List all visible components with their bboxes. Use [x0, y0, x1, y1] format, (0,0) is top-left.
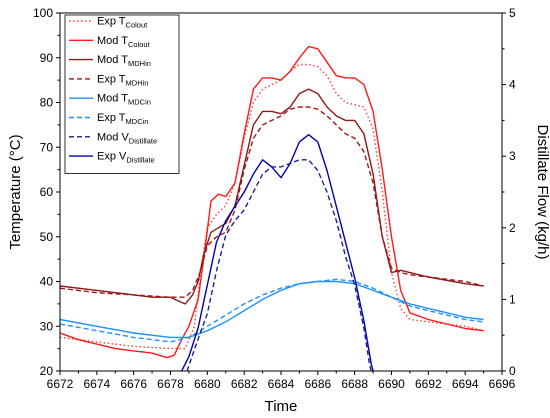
x-tick-label: 6694	[452, 377, 479, 391]
legend-label: Mod VDistillate	[97, 131, 157, 145]
series-line-4	[60, 280, 484, 339]
legend-label: Exp VDistillate	[97, 151, 155, 165]
y2-tick-label: 1	[509, 292, 516, 306]
plot-area	[60, 45, 484, 371]
y2-tick-label: 5	[509, 6, 516, 20]
x-tick-label: 6680	[194, 377, 221, 391]
y-axis-title: Temperature (°C)	[7, 134, 24, 249]
y-tick-label: 50	[40, 230, 54, 244]
legend-label: Mod TColout	[97, 35, 151, 49]
y-tick-label: 40	[40, 275, 54, 289]
x-tick-label: 6688	[341, 377, 368, 391]
x-tick-label: 6686	[304, 377, 331, 391]
y-tick-label: 60	[40, 185, 54, 199]
legend: Exp TColout Mod TColout Mod TMDHin Exp TMDH…	[64, 14, 180, 174]
y-tick-label: 70	[40, 140, 54, 154]
x-tick-label: 6682	[231, 377, 258, 391]
legend-box	[64, 14, 180, 174]
y-tick-label: 30	[40, 319, 54, 333]
y2-axis-title: Distillate Flow (kg/h)	[534, 124, 550, 259]
legend-label: Exp TMDHin	[97, 73, 148, 87]
y2-tick-label: 2	[509, 221, 516, 235]
x-tick-label: 6674	[83, 377, 110, 391]
y-tick-label: 100	[33, 6, 53, 20]
x-tick-label: 6696	[489, 377, 516, 391]
y-tick-label: 80	[40, 96, 54, 110]
x-tick-label: 6676	[120, 377, 147, 391]
series-line-3	[60, 106, 484, 298]
y-axis-right: 0 1 2 3 4 5	[502, 6, 516, 378]
y2-tick-label: 4	[509, 78, 516, 92]
legend-label: Mod TMDCin	[97, 93, 151, 107]
legend-label: Exp TMDCin	[97, 112, 148, 126]
series-line-1	[60, 45, 484, 359]
y2-tick-label: 3	[509, 149, 516, 163]
y-axis-left: 20 30 40 50 60 70 80 90 100	[33, 6, 60, 378]
y-tick-label: 90	[40, 51, 54, 65]
series-line-7	[180, 134, 374, 371]
series-line-5	[60, 278, 484, 343]
x-axis: 6672 6674 6676 6678 6680 6682 6684 6686 6688 6690…	[47, 371, 516, 391]
x-tick-label: 6678	[157, 377, 184, 391]
x-tick-label: 6692	[415, 377, 442, 391]
series-line-6	[186, 159, 372, 371]
y-tick-label: 20	[40, 364, 54, 378]
legend-label: Mod TMDHin	[97, 54, 151, 68]
x-tick-label: 6690	[378, 377, 405, 391]
x-tick-label: 6684	[268, 377, 295, 391]
x-tick-label: 6672	[47, 377, 74, 391]
legend-label: Exp TColout	[97, 16, 148, 30]
y2-tick-label: 0	[509, 364, 516, 378]
x-axis-title: Time	[265, 398, 298, 415]
